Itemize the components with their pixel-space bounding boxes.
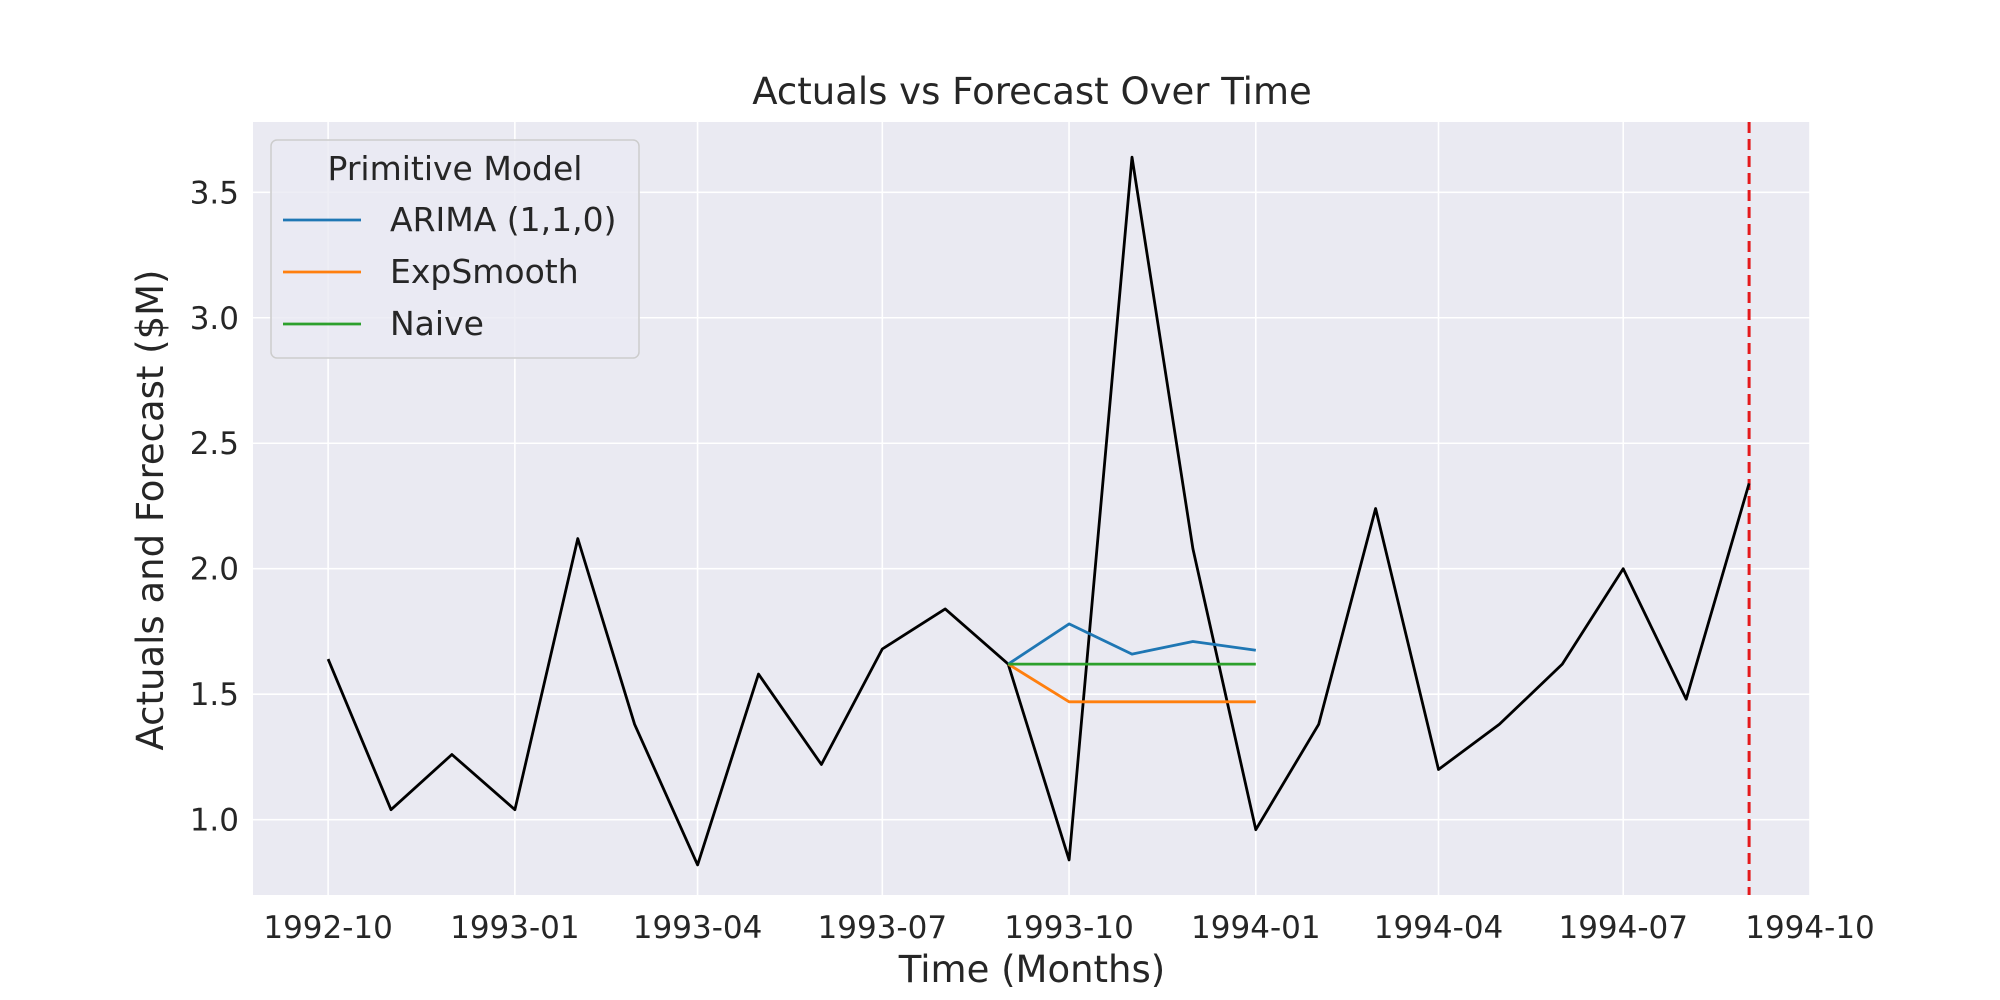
legend: Primitive Model ARIMA (1,1,0) ExpSmooth Na… (270, 139, 640, 359)
series-layer (326, 155, 1751, 867)
x-tick-label: 1992-10 (263, 910, 393, 946)
x-tick-label: 1994-01 (1191, 910, 1321, 946)
x-tick-label: 1993-07 (818, 910, 948, 946)
y-tick-label: 3.5 (190, 175, 239, 211)
x-tick-label: 1993-10 (1004, 910, 1134, 946)
x-tick-label: 1994-07 (1558, 910, 1688, 946)
grid (253, 122, 1811, 895)
y-axis-label: Actuals and Forecast ($M) (129, 270, 172, 751)
y-tick-label: 1.5 (190, 677, 239, 713)
x-axis-label: Time (Months) (898, 948, 1165, 991)
y-tick-label: 2.0 (190, 552, 239, 588)
legend-entry-label: ARIMA (1,1,0) (390, 200, 617, 239)
y-tick-label: 1.0 (190, 803, 239, 839)
legend-box (270, 139, 640, 359)
x-tick-label: 1993-01 (450, 910, 580, 946)
series-line-expsmooth (1007, 662, 1256, 704)
x-tick-label: 1994-10 (1745, 910, 1875, 946)
legend-entry-label: ExpSmooth (390, 252, 579, 291)
y-axis-ticks: 1.0 1.5 2.0 2.5 3.0 3.5 (190, 175, 239, 838)
x-tick-label: 1993-04 (633, 910, 763, 946)
y-tick-label: 2.5 (190, 426, 239, 462)
legend-title: Primitive Model (328, 149, 583, 188)
chart-title: Actuals vs Forecast Over Time (752, 70, 1312, 113)
y-tick-label: 3.0 (190, 301, 239, 337)
legend-entries: ARIMA (1,1,0) ExpSmooth Naive (283, 200, 617, 343)
legend-entry-label: Naive (390, 304, 484, 343)
x-tick-label: 1994-04 (1374, 910, 1504, 946)
x-axis-ticks: 1992-10 1993-01 1993-04 1993-07 1993-10 1994-… (263, 910, 1874, 946)
actuals-line (326, 155, 1751, 867)
series-line-arima-1-1-0 (1007, 622, 1256, 666)
